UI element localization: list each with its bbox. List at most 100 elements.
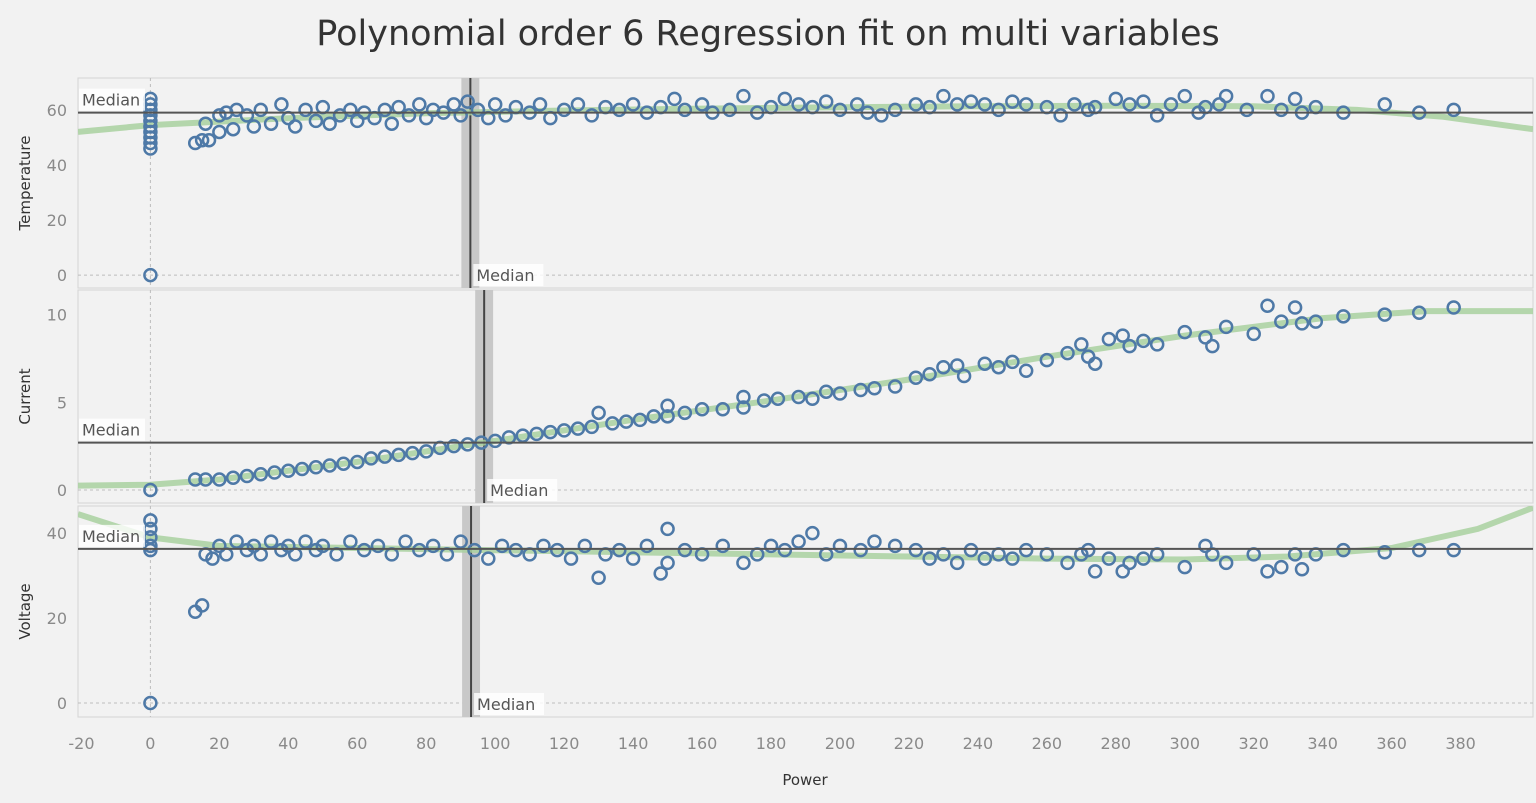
- data-point: [791, 389, 806, 405]
- data-point: [653, 566, 668, 581]
- data-point: [736, 88, 751, 104]
- data-point: [818, 384, 834, 400]
- data-point: [853, 382, 868, 398]
- data-point: [412, 97, 427, 112]
- data-point: [363, 451, 379, 466]
- median-label-x: Median: [476, 266, 534, 285]
- data-point: [1136, 333, 1151, 349]
- x-tick-label: 180: [756, 734, 787, 753]
- data-point: [646, 409, 662, 424]
- data-point: [1377, 545, 1392, 560]
- data-point: [281, 538, 296, 554]
- data-point: [1287, 91, 1303, 107]
- data-point: [205, 551, 220, 566]
- data-point: [508, 542, 524, 558]
- data-point: [377, 449, 393, 464]
- x-tick-label: 60: [347, 734, 367, 753]
- data-point: [605, 416, 620, 431]
- data-point: [481, 551, 496, 566]
- data-point: [832, 386, 848, 401]
- data-point: [550, 542, 565, 558]
- data-point: [453, 534, 468, 549]
- data-point: [1108, 91, 1124, 107]
- x-tick-label: 220: [894, 734, 925, 753]
- data-point: [832, 102, 848, 118]
- y-tick-label: 20: [47, 609, 67, 628]
- data-point: [660, 398, 675, 414]
- data-point: [1294, 562, 1310, 577]
- data-point: [281, 463, 296, 478]
- data-point: [874, 108, 889, 123]
- data-point: [936, 88, 951, 104]
- data-point: [922, 366, 937, 382]
- data-point: [1005, 94, 1020, 109]
- data-point: [356, 542, 372, 558]
- data-point: [198, 472, 213, 487]
- x-tick-label: 280: [1101, 734, 1132, 753]
- data-point: [584, 419, 599, 435]
- y-tick-label: 10: [47, 306, 67, 325]
- data-point: [1101, 551, 1117, 566]
- data-point: [1115, 564, 1130, 579]
- data-point: [1177, 324, 1193, 340]
- data-point: [963, 94, 979, 109]
- y-tick-label: 40: [47, 524, 67, 543]
- data-point: [298, 102, 313, 118]
- data-point: [1005, 354, 1020, 370]
- data-point: [570, 97, 586, 112]
- data-point: [377, 102, 393, 118]
- data-point: [343, 534, 358, 549]
- trend-line: [78, 102, 1533, 135]
- data-point: [1177, 559, 1193, 575]
- data-point: [660, 555, 675, 571]
- data-point: [777, 91, 793, 107]
- data-point: [1274, 314, 1289, 329]
- data-point: [1260, 564, 1275, 579]
- median-label-bg: [473, 264, 544, 286]
- data-point: [991, 359, 1006, 375]
- data-point: [1260, 298, 1275, 314]
- data-point: [1198, 330, 1213, 345]
- data-point: [246, 538, 262, 554]
- data-point: [908, 97, 924, 112]
- data-point: [187, 472, 203, 487]
- data-point: [949, 358, 965, 373]
- data-point: [612, 542, 627, 558]
- y-tick-label: 0: [57, 481, 67, 500]
- data-point: [715, 538, 731, 554]
- data-point: [391, 447, 406, 463]
- data-point: [977, 551, 993, 566]
- data-point: [556, 423, 572, 438]
- x-axis-label: Power: [782, 771, 828, 789]
- data-point: [1274, 102, 1289, 118]
- x-tick-label: -20: [68, 734, 94, 753]
- data-point: [805, 391, 820, 407]
- median-label-y: Median: [82, 527, 140, 546]
- data-point: [1018, 363, 1034, 378]
- data-point: [1067, 97, 1082, 112]
- data-point: [736, 389, 751, 405]
- y-tick-label: 0: [57, 266, 67, 285]
- x-tick-label: 100: [480, 734, 511, 753]
- data-point: [577, 538, 593, 554]
- data-point: [405, 445, 420, 461]
- data-point: [770, 391, 786, 407]
- x-tick-label: 320: [1238, 734, 1269, 753]
- x-tick-label: 200: [825, 734, 856, 753]
- data-point: [263, 534, 279, 549]
- median-label-y: Median: [82, 91, 140, 110]
- data-point: [1080, 102, 1096, 118]
- x-tick-label: 260: [1032, 734, 1063, 753]
- data-point: [922, 551, 937, 566]
- data-point: [1198, 538, 1213, 554]
- data-point: [198, 116, 213, 131]
- data-point: [294, 461, 310, 477]
- data-point: [1294, 316, 1310, 331]
- data-point: [446, 97, 462, 112]
- data-point: [1087, 356, 1103, 371]
- data-point: [694, 402, 710, 417]
- data-point: [818, 94, 834, 109]
- data-point: [1239, 102, 1255, 118]
- data-point: [1018, 542, 1034, 558]
